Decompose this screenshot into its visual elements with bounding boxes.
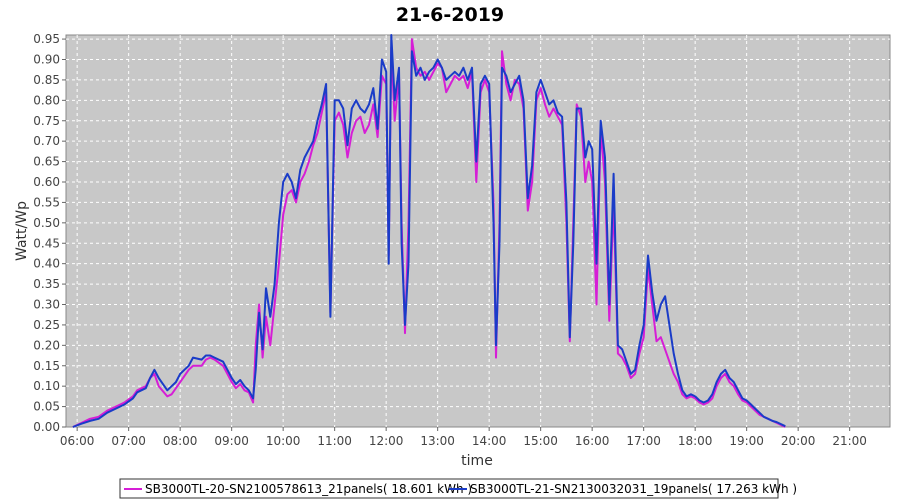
x-tick-label: 07:00 xyxy=(111,434,146,448)
y-tick-label: 0.90 xyxy=(33,53,60,67)
y-tick-label: 0.85 xyxy=(33,73,60,87)
y-tick-label: 0.45 xyxy=(33,236,60,250)
x-tick-label: 14:00 xyxy=(472,434,507,448)
y-tick-label: 0.25 xyxy=(33,318,60,332)
series-line-1 xyxy=(72,38,786,428)
legend-entry-1: SB3000TL-20-SN2100578613_21panels( 18.60… xyxy=(145,482,472,496)
y-tick-label: 0.95 xyxy=(33,32,60,46)
chart-title: 21-6-2019 xyxy=(396,4,504,26)
x-axis-ticks: 06:00 07:00 08:00 09:00 10:00 11:00 12:00 13:00… xyxy=(60,427,867,448)
y-tick-label: 0.00 xyxy=(33,420,60,434)
x-tick-label: 08:00 xyxy=(163,434,198,448)
x-tick-label: 20:00 xyxy=(781,434,816,448)
series-lines xyxy=(72,34,786,428)
y-tick-label: 0.80 xyxy=(33,93,60,107)
x-tick-label: 21:00 xyxy=(832,434,867,448)
y-tick-label: 0.20 xyxy=(33,338,60,352)
x-tick-label: 18:00 xyxy=(678,434,713,448)
y-tick-label: 0.35 xyxy=(33,277,60,291)
x-tick-label: 19:00 xyxy=(729,434,764,448)
x-axis-label: time xyxy=(461,453,493,469)
x-tick-label: 09:00 xyxy=(214,434,249,448)
x-tick-label: 12:00 xyxy=(369,434,404,448)
x-tick-label: 15:00 xyxy=(523,434,558,448)
y-axis-ticks: 0.00 0.05 0.10 0.15 0.20 0.25 0.30 0.35 0.40 0.45… xyxy=(33,32,66,434)
y-tick-label: 0.50 xyxy=(33,216,60,230)
y-tick-label: 0.15 xyxy=(33,359,60,373)
y-tick-label: 0.70 xyxy=(33,134,60,148)
y-tick-label: 0.75 xyxy=(33,114,60,128)
x-tick-label: 16:00 xyxy=(575,434,610,448)
y-tick-label: 0.55 xyxy=(33,195,60,209)
x-tick-label: 17:00 xyxy=(626,434,661,448)
y-tick-label: 0.60 xyxy=(33,175,60,189)
y-tick-label: 0.65 xyxy=(33,155,60,169)
x-tick-label: 06:00 xyxy=(60,434,95,448)
y-tick-label: 0.30 xyxy=(33,298,60,312)
y-tick-label: 0.40 xyxy=(33,257,60,271)
y-tick-label: 0.05 xyxy=(33,400,60,414)
legend-entry-2: SB3000TL-21-SN2130032031_19panels( 17.26… xyxy=(470,482,797,496)
series-line-2 xyxy=(72,34,786,428)
legend: SB3000TL-20-SN2100578613_21panels( 18.60… xyxy=(119,478,797,499)
y-tick-label: 0.10 xyxy=(33,379,60,393)
x-tick-label: 13:00 xyxy=(420,434,455,448)
x-tick-label: 11:00 xyxy=(317,434,352,448)
y-axis-label: Watt/Wp xyxy=(14,201,30,261)
x-tick-label: 10:00 xyxy=(266,434,301,448)
